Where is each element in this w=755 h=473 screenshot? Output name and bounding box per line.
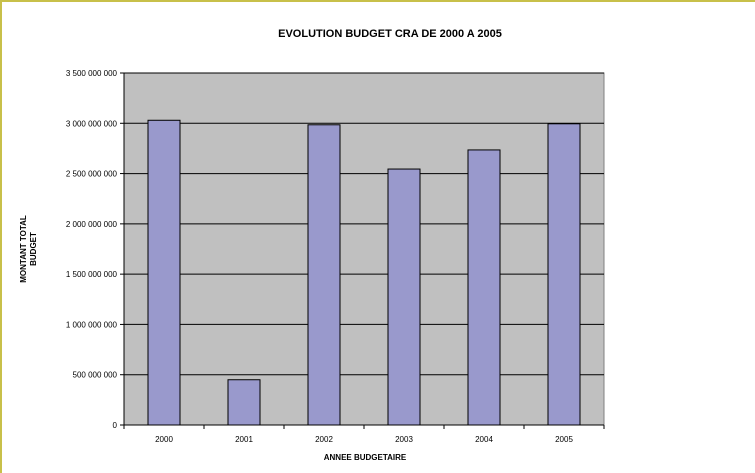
bar-2004 (467, 149, 501, 426)
bar-2005 (547, 123, 581, 426)
bar-2002 (307, 124, 341, 426)
bar-2001 (227, 379, 261, 426)
y-axis-label-line-2: BUDGET (29, 232, 38, 266)
x-tick-label: 2000 (155, 435, 173, 444)
x-tick-label: 2005 (555, 435, 573, 444)
y-tick-label: 2 000 000 000 (66, 220, 118, 229)
y-tick-label: 3 000 000 000 (66, 119, 118, 128)
bar-2003 (387, 168, 421, 426)
chart-title: EVOLUTION BUDGET CRA DE 2000 A 2005 (278, 28, 502, 40)
y-tick-label: 1 000 000 000 (66, 320, 118, 329)
y-tick-label: 1 500 000 000 (66, 270, 118, 279)
x-tick-label: 2001 (235, 435, 253, 444)
y-tick-label: 3 500 000 000 (66, 69, 118, 78)
y-tick-label: 0 (113, 421, 118, 430)
x-tick-label: 2002 (315, 435, 333, 444)
bar-2000 (147, 119, 181, 426)
y-axis-label-line-1: MONTANT TOTAL (19, 215, 28, 283)
y-tick-label: 2 500 000 000 (66, 170, 118, 179)
x-tick-label: 2003 (395, 435, 413, 444)
x-axis-label: ANNEE BUDGETAIRE (324, 453, 407, 462)
x-tick-label: 2004 (475, 435, 493, 444)
y-tick-label: 500 000 000 (73, 371, 118, 380)
plot-area (123, 72, 605, 426)
